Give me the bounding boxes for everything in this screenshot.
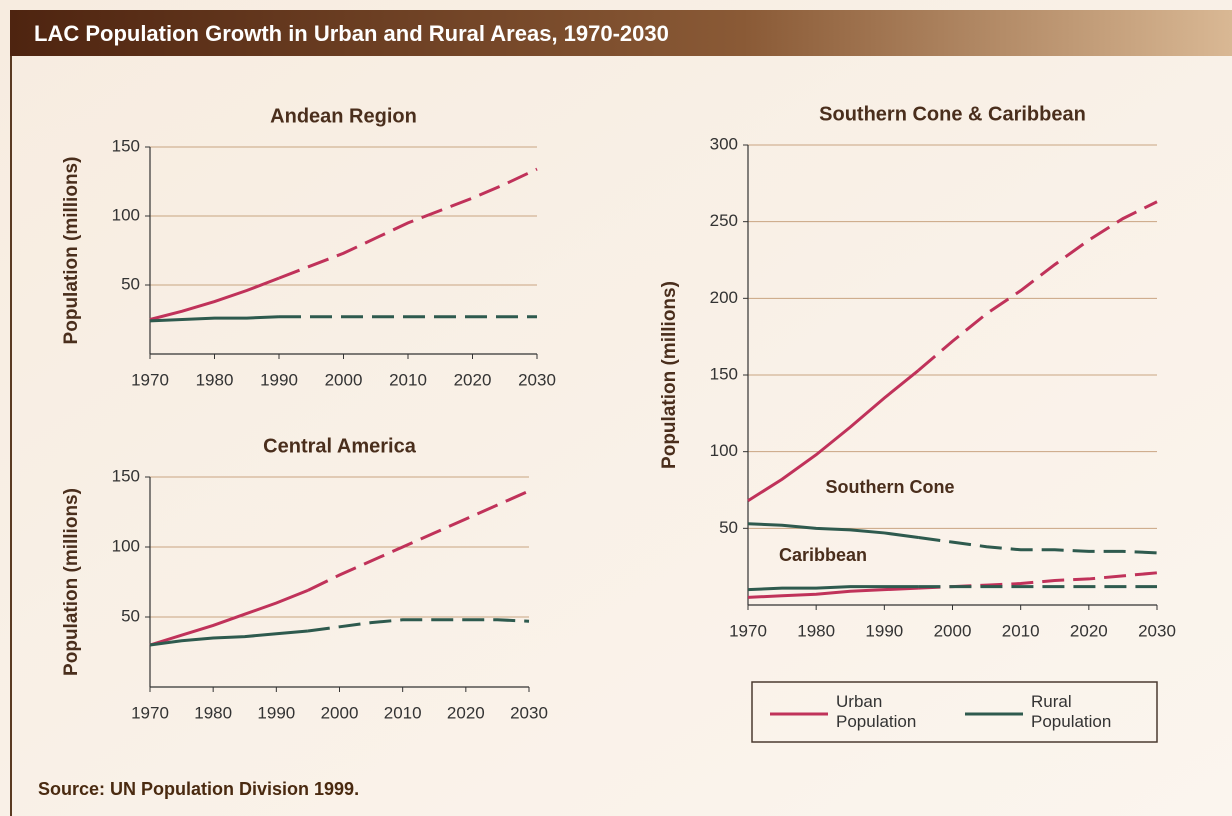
x-tick-label: 1970 bbox=[131, 703, 169, 722]
x-tick-label: 2000 bbox=[325, 370, 363, 389]
y-tick-label: 50 bbox=[121, 274, 140, 293]
line-series bbox=[747, 522, 919, 540]
y-tick-label: 200 bbox=[710, 288, 738, 307]
source-note: Source: UN Population Division 1999. bbox=[38, 779, 359, 799]
y-tick-label: 150 bbox=[112, 136, 140, 155]
y-axis-label: Population (millions) bbox=[659, 281, 680, 469]
annotation: Southern Cone bbox=[826, 477, 955, 497]
x-tick-label: 1990 bbox=[257, 703, 295, 722]
line-series-projection bbox=[307, 618, 530, 633]
y-tick-label: 50 bbox=[719, 518, 738, 537]
line-series bbox=[149, 276, 280, 321]
y-tick-label: 150 bbox=[112, 466, 140, 485]
x-tick-label: 1990 bbox=[260, 370, 298, 389]
x-tick-label: 1980 bbox=[194, 703, 232, 722]
line-series bbox=[149, 315, 280, 323]
header-bar bbox=[10, 10, 1232, 56]
x-tick-label: 2010 bbox=[384, 703, 422, 722]
x-tick-label: 2020 bbox=[454, 370, 492, 389]
line-series-projection bbox=[918, 536, 1158, 555]
x-tick-label: 2030 bbox=[1138, 621, 1176, 640]
line-series-projection bbox=[307, 489, 530, 592]
y-axis-label: Population (millions) bbox=[61, 157, 82, 345]
x-tick-label: 2010 bbox=[1002, 621, 1040, 640]
legend-entry: Urban Population bbox=[836, 692, 917, 731]
x-tick-label: 2030 bbox=[510, 703, 548, 722]
line-series bbox=[747, 586, 919, 599]
y-axis-label: Population (millions) bbox=[61, 488, 82, 676]
y-tick-label: 250 bbox=[710, 211, 738, 230]
line-series-projection bbox=[917, 200, 1158, 372]
line-series bbox=[149, 589, 309, 647]
x-tick-label: 1970 bbox=[131, 370, 169, 389]
y-tick-label: 300 bbox=[710, 134, 738, 153]
y-tick-label: 100 bbox=[112, 536, 140, 555]
page-title: LAC Population Growth in Urban and Rural… bbox=[34, 21, 669, 46]
line-series bbox=[747, 369, 920, 503]
chart-title: Central America bbox=[263, 435, 417, 457]
legend-label: Urban Population bbox=[836, 692, 917, 731]
annotation: Caribbean bbox=[779, 545, 867, 565]
y-tick-label: 50 bbox=[121, 606, 140, 625]
line-series-projection bbox=[278, 167, 538, 280]
x-tick-label: 1990 bbox=[865, 621, 903, 640]
legend-label: Rural Population bbox=[1031, 692, 1112, 731]
x-tick-label: 2010 bbox=[389, 370, 427, 389]
line-series bbox=[149, 629, 309, 647]
x-tick-label: 2030 bbox=[518, 370, 556, 389]
y-tick-label: 150 bbox=[710, 364, 738, 383]
y-tick-label: 100 bbox=[112, 205, 140, 224]
x-tick-label: 2020 bbox=[447, 703, 485, 722]
x-tick-label: 1980 bbox=[196, 370, 234, 389]
x-tick-label: 1970 bbox=[729, 621, 767, 640]
legend-box bbox=[751, 681, 1158, 743]
y-tick-label: 100 bbox=[710, 441, 738, 460]
x-tick-label: 2020 bbox=[1070, 621, 1108, 640]
x-tick-label: 1980 bbox=[797, 621, 835, 640]
x-tick-label: 2000 bbox=[934, 621, 972, 640]
chart-title: Southern Cone & Caribbean bbox=[819, 103, 1086, 125]
legend-entry: Rural Population bbox=[1031, 692, 1112, 731]
x-tick-label: 2000 bbox=[321, 703, 359, 722]
chart-title: Andean Region bbox=[270, 105, 417, 127]
line-series bbox=[747, 585, 919, 592]
